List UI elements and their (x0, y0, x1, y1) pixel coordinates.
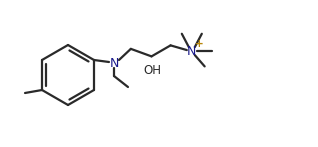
Text: N: N (109, 56, 119, 70)
Text: OH: OH (143, 64, 162, 77)
Text: N: N (187, 45, 197, 58)
Text: +: + (194, 39, 203, 49)
